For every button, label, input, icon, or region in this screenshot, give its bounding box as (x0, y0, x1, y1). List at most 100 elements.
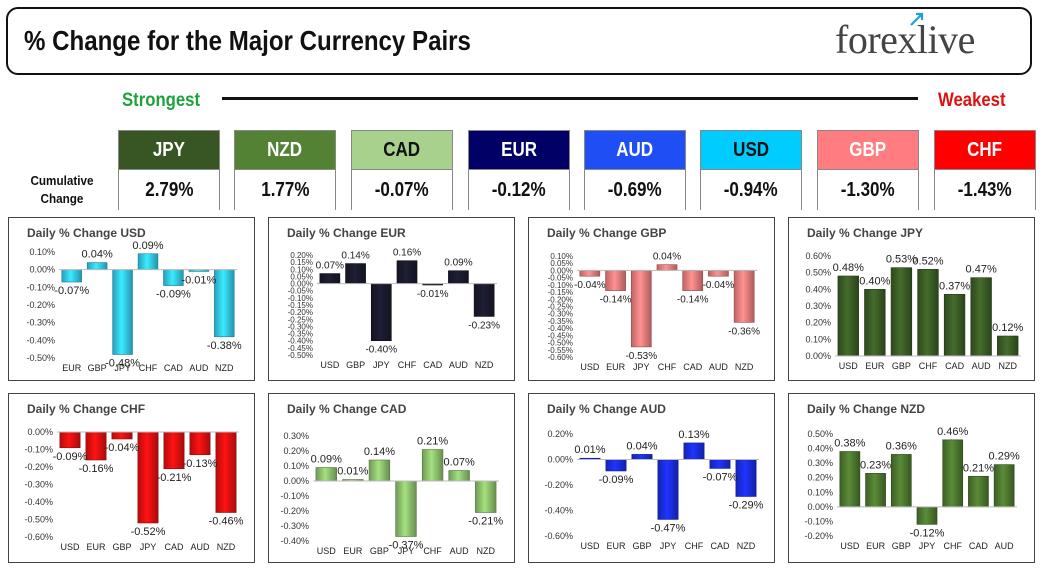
x-tick-label: NZD (998, 361, 1017, 371)
y-tick-label: 0.05% (550, 259, 573, 268)
x-tick-label: EUR (606, 541, 626, 551)
data-label: 0.52% (912, 255, 943, 267)
logo-text-left: fore (835, 17, 898, 62)
logo-text-right: live (916, 17, 975, 62)
y-tick-label: 0.20% (805, 318, 831, 328)
chart-panel-eur: Daily % Change EUR 0.20% 0.15% 0.10% 0.05% 0… (268, 217, 515, 381)
chart-svg: 0.60% 0.50% 0.40% 0.30% 0.20% 0.10% 0.00% 0.48%… (805, 251, 1023, 371)
y-tick-label: -0.30% (548, 310, 573, 319)
y-tick-label: -0.40% (548, 324, 573, 333)
x-tick-label: JPY (114, 363, 131, 373)
chart-svg: 0.50% 0.40% 0.30% 0.20% 0.10% 0.00% -0.10% -0.2… (804, 426, 1019, 551)
x-tick-label: CAD (683, 362, 703, 372)
y-tick-label: 0.00% (550, 266, 573, 275)
bar (733, 270, 755, 323)
chart-svg: 0.00% -0.10% -0.20% -0.30% -0.40% -0.50% -0.60… (24, 427, 244, 552)
y-tick-label: 0.00% (807, 502, 833, 512)
x-tick-label: GBP (632, 541, 651, 551)
chart-title: Daily % Change CAD (287, 402, 407, 416)
data-label: 0.46% (937, 426, 968, 438)
data-label: -0.14% (677, 295, 709, 306)
ranking-box-2: NZD 1.77% (234, 130, 336, 210)
y-tick-label: -0.30% (288, 322, 313, 331)
y-tick-label: -0.40% (24, 497, 53, 507)
data-label: 0.04% (626, 440, 657, 452)
data-label: -0.01% (417, 289, 449, 300)
x-tick-label: EUR (606, 362, 626, 372)
y-tick-label: 0.00% (27, 427, 53, 437)
chart-title: Daily % Change CHF (27, 402, 146, 416)
y-tick-label: 0.30% (807, 458, 833, 468)
bar (997, 335, 1019, 357)
x-tick-label: EUR (866, 541, 886, 551)
y-tick-label: -0.50% (548, 339, 573, 348)
data-label: -0.09% (53, 451, 88, 463)
bar (682, 270, 704, 291)
ranking-currency: AUD (585, 131, 685, 170)
bar (395, 480, 417, 537)
y-tick-label: 0.00% (547, 455, 573, 465)
x-tick-label: GBP (88, 363, 107, 373)
x-tick-label: NZD (215, 363, 234, 373)
x-tick-label: GBP (892, 361, 911, 371)
y-tick-label: 0.15% (290, 258, 313, 267)
bar (579, 270, 601, 277)
x-tick-label: CHF (919, 361, 938, 371)
bar (605, 270, 626, 291)
bar (890, 454, 912, 508)
x-tick-label: EUR (86, 542, 106, 552)
bar (839, 451, 861, 508)
y-tick-label: -0.45% (548, 331, 573, 340)
x-tick-label: AUD (995, 541, 1015, 551)
x-tick-label: JPY (919, 541, 936, 551)
y-tick-label: -0.40% (280, 536, 309, 546)
data-label: 0.14% (341, 251, 369, 262)
data-label: -0.46% (209, 516, 244, 528)
y-tick-label: 0.50% (807, 429, 833, 439)
bar (368, 459, 391, 482)
x-tick-label: CAD (423, 360, 443, 370)
chart-svg: 0.20% 0.00% -0.20% -0.40% -0.60% 0.01% -0.09% 0… (544, 429, 763, 551)
data-label: 0.04% (82, 249, 113, 261)
chart-title: Daily % Change EUR (287, 226, 406, 240)
bar (475, 480, 497, 513)
chart-panel-cad: Daily % Change CAD 0.30% 0.20% 0.10% 0.00% -… (268, 393, 515, 563)
y-tick-label: -0.30% (26, 318, 55, 328)
data-label: -0.04% (574, 280, 606, 291)
logo-arrow-icon (910, 12, 924, 26)
data-label: 0.13% (678, 429, 709, 441)
data-label: -0.52% (131, 526, 166, 538)
data-label: 0.04% (653, 252, 681, 263)
cumulative-label-line1: Cumulative (30, 173, 94, 188)
y-tick-label: -0.20% (548, 295, 573, 304)
y-tick-label: 0.60% (805, 251, 831, 261)
y-tick-label: -0.20% (544, 480, 573, 490)
bar (735, 459, 757, 497)
y-tick-label: -0.20% (288, 308, 313, 317)
bar (683, 442, 705, 460)
data-label: -0.21% (157, 472, 192, 484)
y-tick-label: -0.35% (288, 330, 313, 339)
ranking-box-4: EUR -0.12% (468, 130, 570, 210)
x-tick-label: CAD (710, 541, 730, 551)
x-tick-label: NZD (217, 542, 236, 552)
y-tick-label: 0.20% (283, 446, 309, 456)
data-label: -0.47% (651, 522, 686, 534)
x-tick-label: CHF (943, 541, 962, 551)
data-label: 0.37% (939, 280, 970, 292)
y-tick-label: -0.60% (24, 532, 53, 542)
data-label: 0.47% (966, 264, 997, 276)
data-label: -0.38% (207, 340, 242, 352)
ranking-value: -0.94% (701, 170, 801, 210)
x-tick-label: CAD (969, 541, 989, 551)
bar (421, 449, 444, 482)
y-tick-label: -0.10% (26, 282, 55, 292)
bar (656, 264, 678, 271)
x-tick-label: EUR (343, 546, 363, 556)
y-tick-label: -0.40% (544, 506, 573, 516)
x-tick-label: AUD (189, 363, 209, 373)
y-tick-label: 0.00% (29, 265, 55, 275)
y-tick-label: 0.10% (29, 247, 55, 257)
chart-title: Daily % Change NZD (807, 402, 926, 416)
title-box (6, 7, 1032, 75)
